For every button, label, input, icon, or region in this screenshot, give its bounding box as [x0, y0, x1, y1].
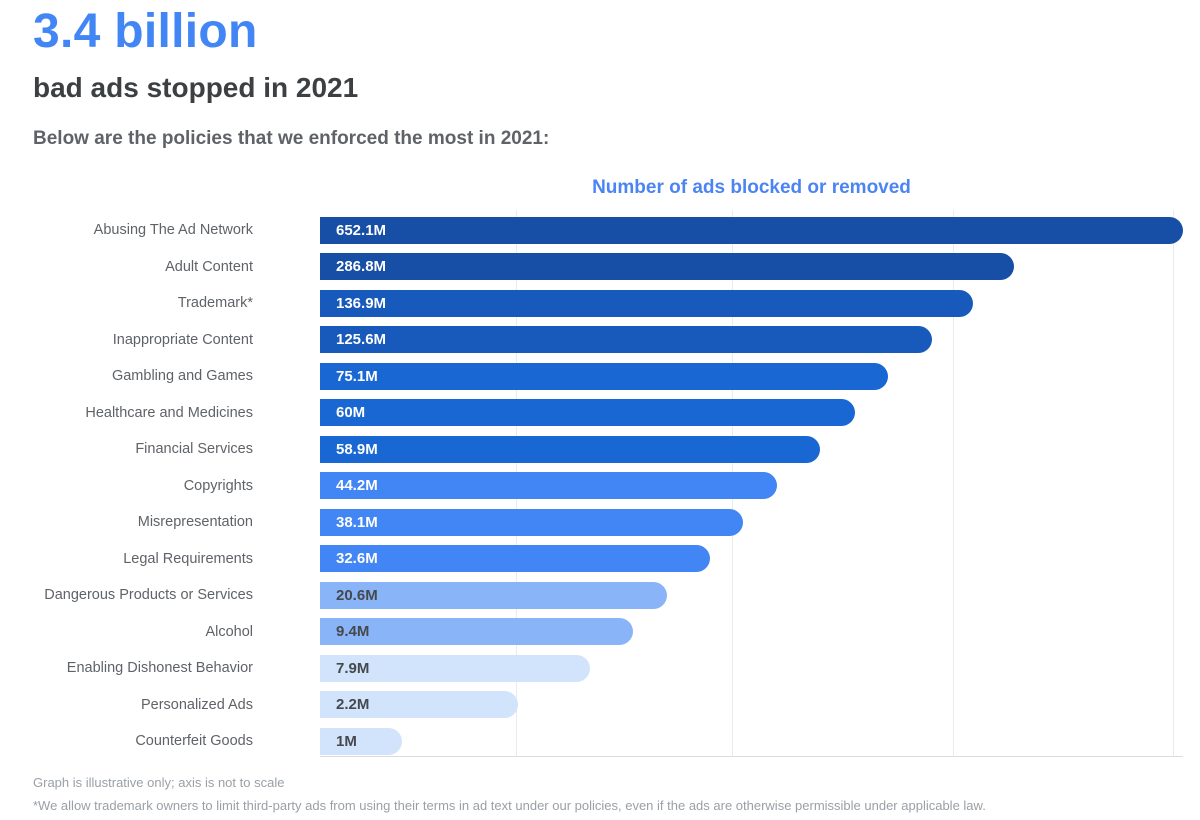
- bar-value-label: 286.8M: [336, 258, 387, 276]
- bar-track: 75.1M: [320, 362, 1183, 390]
- bar-track: 2.2M: [320, 691, 1183, 719]
- headline-subtitle: bad ads stopped in 2021: [33, 72, 359, 103]
- footnotes: Graph is illustrative only; axis is not …: [33, 775, 1183, 814]
- policy-bar: 75.1M: [320, 362, 888, 390]
- chart-row: Inappropriate Content 125.6M: [33, 326, 1183, 354]
- chart-row: Adult Content 286.8M: [33, 253, 1183, 281]
- category-label: Enabling Dishonest Behavior: [66, 660, 253, 677]
- bar-track: 652.1M: [320, 216, 1183, 244]
- x-axis-line: [320, 755, 1183, 757]
- category-label: Personalized Ads: [140, 696, 253, 713]
- policy-bar: 60M: [320, 399, 856, 427]
- chart-row: Enabling Dishonest Behavior 7.9M: [33, 654, 1183, 682]
- category-label: Abusing The Ad Network: [93, 222, 253, 239]
- bad-ads-bar-chart: Number of ads blocked or removed Abusing…: [33, 177, 1183, 757]
- category-label: Gambling and Games: [111, 368, 253, 385]
- bar-value-label: 44.2M: [336, 477, 378, 495]
- policy-bar: 32.6M: [320, 545, 711, 573]
- bar-track: 60M: [320, 399, 1183, 427]
- category-label: Inappropriate Content: [112, 331, 253, 348]
- bar-track: 125.6M: [320, 326, 1183, 354]
- chart-row: Financial Services 58.9M: [33, 435, 1183, 463]
- bar-value-label: 58.9M: [336, 440, 378, 458]
- policy-bar: 58.9M: [320, 435, 820, 463]
- vertical-gridline: [953, 209, 954, 757]
- chart-row: Counterfeit Goods 1M: [33, 727, 1183, 755]
- policy-bar: 44.2M: [320, 472, 777, 500]
- category-label: Copyrights: [183, 477, 253, 494]
- chart-row: Healthcare and Medicines 60M: [33, 399, 1183, 427]
- policy-bar: 1M: [320, 727, 402, 755]
- policy-bar: 38.1M: [320, 508, 743, 536]
- chart-row: Alcohol 9.4M: [33, 618, 1183, 646]
- bar-track: 286.8M: [320, 253, 1183, 281]
- chart-row: Legal Requirements 32.6M: [33, 545, 1183, 573]
- bar-value-label: 652.1M: [336, 221, 387, 239]
- category-label: Counterfeit Goods: [135, 733, 253, 750]
- bar-value-label: 60M: [336, 404, 366, 422]
- chart-row: Copyrights 44.2M: [33, 472, 1183, 500]
- bar-value-label: 2.2M: [336, 696, 370, 714]
- chart-plot-area: Abusing The Ad Network 652.1M Adult Cont…: [33, 209, 1183, 757]
- category-label: Dangerous Products or Services: [44, 587, 253, 604]
- bar-value-label: 9.4M: [336, 623, 370, 641]
- policy-bar: 20.6M: [320, 581, 667, 609]
- bar-track: 1M: [320, 727, 1183, 755]
- bar-track: 38.1M: [320, 508, 1183, 536]
- chart-row: Trademark* 136.9M: [33, 289, 1183, 317]
- bar-value-label: 38.1M: [336, 513, 378, 531]
- chart-row: Dangerous Products or Services 20.6M: [33, 581, 1183, 609]
- policy-bar: 7.9M: [320, 654, 591, 682]
- category-label: Adult Content: [165, 258, 253, 275]
- bar-track: 32.6M: [320, 545, 1183, 573]
- category-label: Legal Requirements: [123, 550, 253, 567]
- bar-value-label: 7.9M: [336, 659, 370, 677]
- policy-bar: 652.1M: [320, 216, 1183, 244]
- bar-value-label: 75.1M: [336, 367, 378, 385]
- bar-value-label: 136.9M: [336, 294, 387, 312]
- headline-number: 3.4 billion: [33, 5, 258, 58]
- bar-value-label: 32.6M: [336, 550, 378, 568]
- category-label: Financial Services: [135, 441, 253, 458]
- bar-track: 9.4M: [320, 618, 1183, 646]
- category-label: Trademark*: [177, 295, 253, 312]
- bar-value-label: 20.6M: [336, 586, 378, 604]
- bar-rows-container: Abusing The Ad Network 652.1M Adult Cont…: [33, 216, 1183, 755]
- policy-bar: 9.4M: [320, 618, 634, 646]
- policy-bar: 2.2M: [320, 691, 518, 719]
- chart-title: Number of ads blocked or removed: [592, 176, 911, 198]
- axis-disclaimer-note: Graph is illustrative only; axis is not …: [33, 774, 285, 790]
- bar-value-label: 1M: [336, 732, 357, 750]
- bar-track: 7.9M: [320, 654, 1183, 682]
- category-label: Misrepresentation: [137, 514, 253, 531]
- bar-track: 136.9M: [320, 289, 1183, 317]
- category-label: Healthcare and Medicines: [85, 404, 253, 421]
- trademark-footnote: *We allow trademark owners to limit thir…: [33, 798, 986, 814]
- bar-track: 20.6M: [320, 581, 1183, 609]
- chart-row: Abusing The Ad Network 652.1M: [33, 216, 1183, 244]
- bar-track: 44.2M: [320, 472, 1183, 500]
- policy-bar: 286.8M: [320, 253, 1014, 281]
- intro-text: Below are the policies that we enforced …: [33, 128, 550, 150]
- category-label: Alcohol: [205, 623, 253, 640]
- policy-bar: 136.9M: [320, 289, 974, 317]
- vertical-gridline: [1173, 209, 1174, 757]
- chart-row: Gambling and Games 75.1M: [33, 362, 1183, 390]
- chart-row: Misrepresentation 38.1M: [33, 508, 1183, 536]
- bar-value-label: 125.6M: [336, 331, 387, 349]
- chart-row: Personalized Ads 2.2M: [33, 691, 1183, 719]
- policy-bar: 125.6M: [320, 326, 932, 354]
- bar-track: 58.9M: [320, 435, 1183, 463]
